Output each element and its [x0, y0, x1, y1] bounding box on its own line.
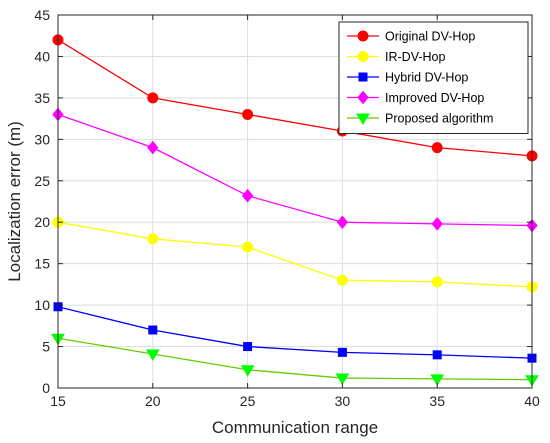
- legend-entry-label: Hybrid DV-Hop: [385, 71, 468, 85]
- data-point: [243, 342, 253, 352]
- data-point: [148, 325, 158, 335]
- data-point: [242, 241, 254, 253]
- data-point: [337, 347, 347, 357]
- data-point: [147, 140, 159, 155]
- legend-marker: [357, 90, 369, 105]
- data-point: [431, 142, 443, 154]
- legend-marker: [357, 30, 369, 42]
- x-tick-label: 35: [429, 393, 445, 409]
- data-point: [431, 276, 443, 288]
- legend-marker: [357, 51, 369, 62]
- data-point: [336, 215, 349, 230]
- legend-entry-label: Proposed algorithm: [385, 112, 493, 126]
- y-axis-label: Localization error (m): [5, 121, 24, 282]
- x-tick-label: 30: [335, 393, 351, 409]
- axes-box: [57, 14, 533, 389]
- data-point: [241, 188, 254, 203]
- data-point: [432, 350, 442, 360]
- series-line: [57, 113, 533, 227]
- series-line: [57, 39, 533, 157]
- data-point: [336, 274, 348, 286]
- legend-entry-label: Improved DV-Hop: [385, 91, 484, 105]
- data-point: [145, 349, 160, 361]
- y-tick-label: 35: [34, 90, 50, 106]
- series-ir-dv-hop: [52, 216, 538, 293]
- legend-marker: [358, 72, 368, 82]
- data-point: [242, 108, 254, 120]
- legend-marker: [356, 113, 370, 125]
- legend-entry-label: IR-DV-Hop: [385, 50, 445, 64]
- y-tick-label: 30: [34, 131, 50, 147]
- data-point: [240, 365, 255, 377]
- x-tick-label: 15: [50, 393, 66, 409]
- legend-entry-label: Original DV-Hop: [385, 30, 475, 44]
- y-tick-label: 45: [34, 7, 50, 23]
- axes: [57, 14, 533, 389]
- y-tick-label: 0: [42, 380, 50, 396]
- y-tick-label: 15: [34, 256, 50, 272]
- y-tick-label: 40: [34, 48, 50, 64]
- data-point: [147, 233, 159, 245]
- legend: Original DV-Hop IR-DV-Hop Hybrid DV-Hop Imp…: [338, 21, 529, 134]
- tick-labels: 15 20 25 30 35 40 0 5 10 15 20 25 30 35 40 45: [34, 7, 540, 409]
- series-line: [57, 337, 533, 381]
- x-axis-label: Communication range: [212, 418, 378, 437]
- series-improved-dv-hop: [52, 107, 538, 233]
- x-tick-label: 25: [240, 393, 256, 409]
- y-tick-label: 20: [34, 214, 50, 230]
- data-point: [431, 217, 443, 231]
- data-point: [335, 373, 350, 386]
- data-point: [430, 374, 445, 386]
- x-tick-label: 20: [145, 393, 161, 409]
- y-tick-label: 5: [42, 339, 50, 355]
- legend-box: [338, 21, 529, 134]
- y-tick-label: 10: [34, 297, 50, 313]
- x-tick-label: 40: [524, 393, 540, 409]
- data-point: [147, 92, 159, 104]
- series-line: [57, 306, 533, 359]
- series-line: [57, 221, 533, 288]
- y-tick-label: 25: [34, 173, 50, 189]
